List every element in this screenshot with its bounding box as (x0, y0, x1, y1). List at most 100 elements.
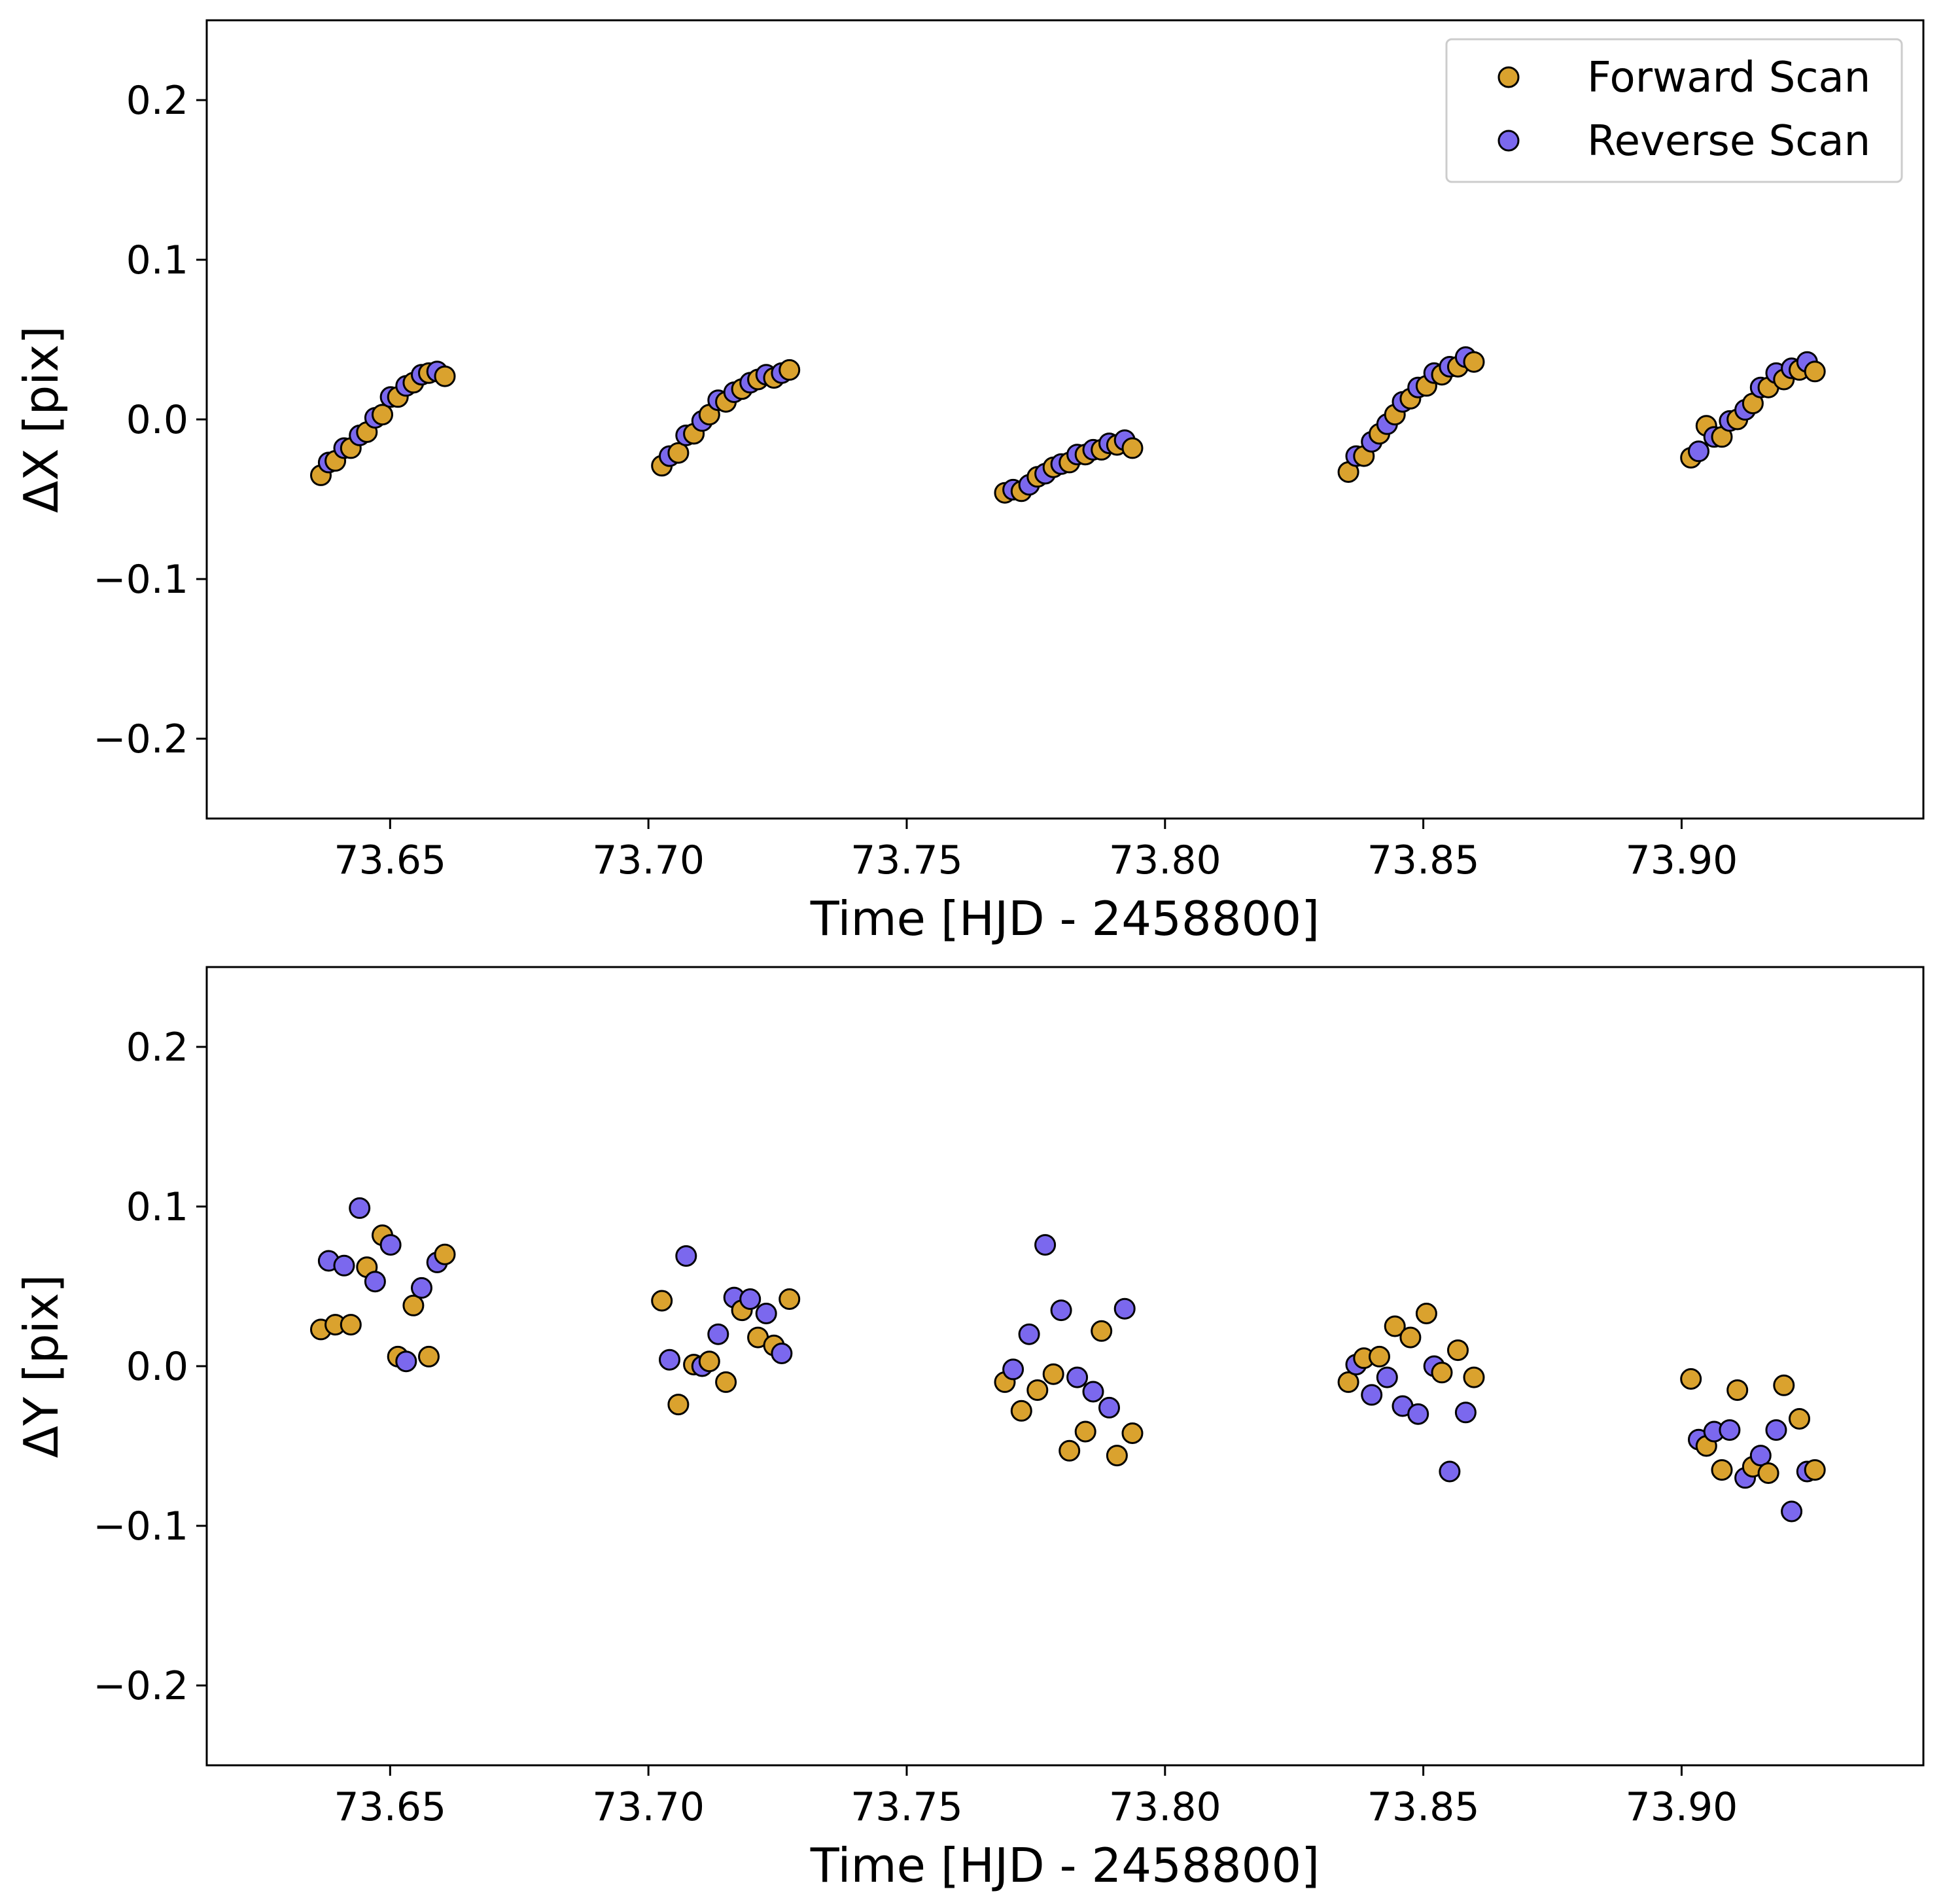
top-x-tick-label: 73.75 (850, 837, 963, 883)
bottom-reverse-scan-point (364, 1271, 386, 1293)
bottom-forward-scan-point (1757, 1462, 1779, 1484)
bottom-y-axis-label: ΔY [pix] (14, 1275, 69, 1458)
top-panel-dx: 73.65 73.70 73.75 73.80 73.85 73.90 0.2 0.1 0.0 −… (14, 19, 1925, 946)
bottom-reverse-scan-point (1002, 1358, 1024, 1381)
top-forward-scan-point (434, 365, 456, 387)
top-legend-box (1445, 38, 1903, 183)
bottom-forward-scan-point (1384, 1315, 1406, 1337)
bottom-panel-dy: 73.65 73.70 73.75 73.80 73.85 73.90 0.2 0.1 0.0 −… (14, 966, 1925, 1893)
top-y-tick-label: 0.1 (126, 238, 188, 283)
top-y-axis-label: ΔX [pix] (14, 326, 69, 513)
bottom-forward-scan-point (402, 1294, 425, 1316)
bottom-forward-scan-point (1106, 1445, 1128, 1467)
bottom-reverse-scan-point (1034, 1234, 1057, 1256)
bottom-reverse-scan-point (349, 1197, 371, 1219)
bottom-y-tick-label: 0.0 (126, 1344, 188, 1390)
bottom-reverse-scan-point (1066, 1366, 1089, 1388)
bottom-x-tick-label: 73.70 (592, 1784, 705, 1830)
bottom-y-tick-label: 0.1 (126, 1184, 188, 1230)
bottom-forward-scan-point (418, 1345, 440, 1367)
top-y-tick-label: −0.2 (93, 716, 188, 762)
top-forward-scan-point (1804, 361, 1826, 383)
bottom-reverse-scan-point (739, 1288, 761, 1310)
bottom-forward-scan-point (698, 1350, 720, 1373)
top-x-axis-label: Time [HJD - 2458800] (810, 891, 1320, 946)
bottom-forward-scan-point (1789, 1408, 1810, 1430)
bottom-reverse-scan-point (1407, 1403, 1429, 1425)
bottom-reverse-scan-point (333, 1254, 355, 1277)
top-y-tick-label: −0.1 (93, 557, 188, 603)
top-y-tick-label: 0.0 (126, 397, 188, 443)
top-legend-label: Reverse Scan (1587, 117, 1870, 166)
bottom-forward-scan-point (1711, 1459, 1733, 1481)
bottom-forward-scan-point (1680, 1368, 1702, 1390)
bottom-reverse-scan-point (1098, 1396, 1120, 1419)
bottom-forward-scan-point (1726, 1379, 1749, 1402)
bottom-axes-frame (205, 966, 1925, 1767)
bottom-reverse-scan-point (1082, 1381, 1104, 1403)
bottom-forward-scan-point (1399, 1326, 1422, 1349)
bottom-forward-scan-point (434, 1243, 456, 1265)
bottom-reverse-scan-point (1018, 1323, 1040, 1345)
bottom-x-tick-label: 73.75 (850, 1784, 963, 1830)
top-forward-scan-point (372, 404, 393, 426)
bottom-reverse-scan-point (659, 1349, 680, 1371)
bottom-x-tick-label: 73.65 (334, 1784, 446, 1830)
bottom-forward-scan-point (1463, 1366, 1485, 1388)
top-legend-marker (1497, 66, 1520, 88)
bottom-forward-scan-point (1059, 1439, 1081, 1462)
bottom-reverse-scan-point (1765, 1419, 1787, 1441)
top-forward-scan-point (667, 442, 690, 464)
bottom-reverse-scan-point (1749, 1445, 1772, 1467)
bottom-y-tick-label: 0.2 (126, 1025, 188, 1070)
bottom-forward-scan-point (1091, 1320, 1113, 1342)
top-legend-marker (1497, 130, 1520, 152)
top-y-tick-label: 0.2 (126, 78, 188, 124)
top-reverse-scan-point (1688, 440, 1709, 463)
bottom-reverse-scan-point (707, 1323, 729, 1345)
top-legend: Forward Scan Reverse Scan (1445, 38, 1903, 183)
top-legend-label: Forward Scan (1587, 54, 1870, 102)
bottom-reverse-scan-point (1376, 1366, 1398, 1388)
top-x-tick-label: 73.65 (334, 837, 446, 883)
bottom-y-tick-label: −0.2 (93, 1663, 188, 1709)
bottom-forward-scan-point (1026, 1379, 1049, 1402)
bottom-y-tick-label: −0.1 (93, 1504, 188, 1549)
bottom-reverse-scan-point (1361, 1384, 1383, 1406)
bottom-forward-scan-point (1337, 1371, 1359, 1393)
bottom-x-tick-label: 73.90 (1626, 1784, 1738, 1830)
bottom-reverse-scan-point (771, 1343, 793, 1364)
bottom-reverse-scan-point (1050, 1299, 1072, 1322)
bottom-forward-scan-point (1121, 1422, 1144, 1444)
bottom-forward-scan-point (340, 1314, 362, 1336)
bottom-reverse-scan-point (1454, 1402, 1477, 1424)
bottom-forward-scan-point (1804, 1459, 1826, 1481)
bottom-forward-scan-point (1415, 1303, 1437, 1324)
bottom-reverse-scan-point (379, 1234, 402, 1256)
bottom-forward-scan-point (1074, 1420, 1096, 1443)
top-x-tick-label: 73.70 (592, 837, 705, 883)
bottom-reverse-scan-point (1719, 1419, 1741, 1441)
top-x-tick-label: 73.80 (1109, 837, 1221, 883)
bottom-forward-scan-point (651, 1290, 673, 1312)
bottom-forward-scan-point (779, 1288, 801, 1310)
top-x-tick-label: 73.85 (1367, 837, 1480, 883)
bottom-forward-scan-point (1010, 1400, 1032, 1422)
bottom-reverse-scan-point (1439, 1460, 1461, 1483)
top-forward-scan-point (1121, 437, 1144, 459)
bottom-forward-scan-point (1042, 1363, 1064, 1385)
bottom-forward-scan-point (1369, 1345, 1390, 1367)
top-forward-scan-point (1463, 351, 1485, 373)
bottom-reverse-scan-point (1113, 1297, 1136, 1320)
bottom-x-tick-label: 73.85 (1367, 1784, 1480, 1830)
bottom-reverse-scan-point (411, 1277, 432, 1299)
bottom-x-tick-label: 73.80 (1109, 1784, 1221, 1830)
bottom-reverse-scan-point (755, 1303, 777, 1324)
bottom-reverse-scan-point (1781, 1500, 1803, 1523)
bottom-forward-scan-point (715, 1371, 737, 1393)
bottom-forward-scan-point (1431, 1362, 1453, 1384)
bottom-forward-scan-point (667, 1394, 690, 1416)
bottom-reverse-scan-point (675, 1245, 697, 1267)
top-forward-scan-point (779, 359, 801, 381)
